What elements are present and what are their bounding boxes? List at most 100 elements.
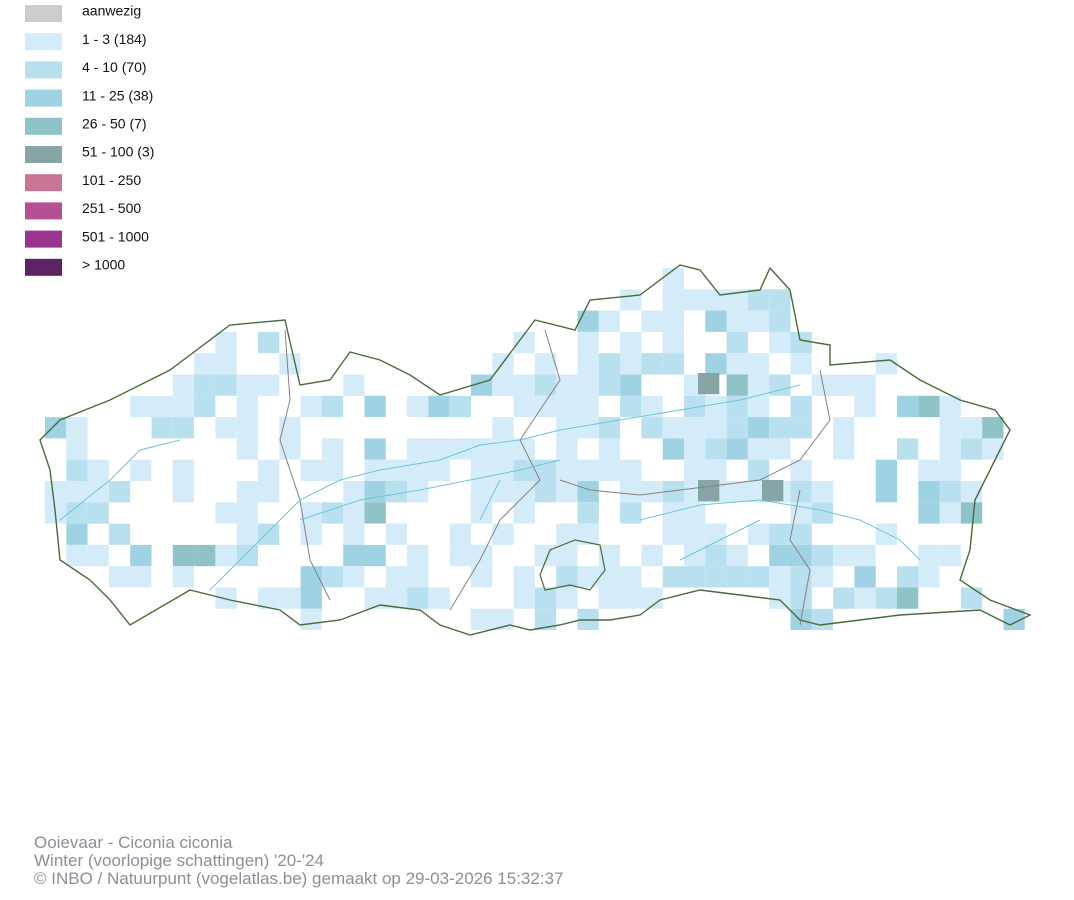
grid-cell: [513, 331, 535, 354]
grid-cell: [556, 523, 578, 545]
grid-cell: [897, 566, 919, 588]
grid-cell: [577, 374, 599, 396]
grid-cell: [598, 459, 621, 481]
grid-cell: [662, 353, 684, 375]
grid-cell: [172, 417, 195, 439]
grid-cell: [449, 523, 471, 545]
grid-cell: [790, 566, 812, 588]
grid-cell: [428, 438, 450, 460]
grid-cell: [407, 544, 429, 567]
grid-cell: [87, 502, 109, 524]
grid-cell: [215, 374, 237, 396]
grid-cell: [215, 417, 237, 439]
grid-cell: [620, 587, 642, 609]
grid-cell: [705, 417, 727, 439]
grid-cell: [577, 459, 599, 481]
grid-cell: [513, 587, 535, 609]
grid-cell: [726, 353, 748, 375]
grid-cell: [684, 438, 706, 460]
grid-cell: [215, 353, 237, 375]
grid-cell: [854, 395, 876, 418]
grid-cell: [960, 502, 983, 524]
grid-cell: [556, 481, 578, 503]
grid-cell: [258, 374, 280, 396]
grid-cell: [172, 395, 195, 418]
grid-cell: [577, 331, 599, 354]
grid-cell: [321, 566, 344, 588]
grid-cell: [939, 395, 961, 418]
grid-cell: [556, 459, 578, 481]
grid-cell: [854, 587, 876, 609]
grid-cell: [662, 481, 684, 503]
grid-cell: [130, 395, 152, 418]
grid-cell: [108, 523, 131, 545]
grid-cell: [236, 374, 258, 396]
grid-cell: [556, 438, 578, 460]
grid-cell: [385, 523, 408, 545]
grid-cell: [726, 417, 748, 439]
grid-cell: [684, 523, 706, 545]
grid-cell: [769, 310, 791, 332]
grid-cell: [513, 374, 535, 396]
grid-cell: [620, 481, 642, 503]
grid-cell: [811, 374, 834, 396]
grid-cell: [258, 481, 280, 503]
grid-cell: [236, 395, 258, 418]
grid-cell: [194, 395, 216, 418]
grid-cell: [833, 438, 855, 460]
grid-cell: [684, 459, 706, 481]
grid-cell: [747, 566, 770, 588]
footer-line: © INBO / Natuurpunt (vogelatlas.be) gema…: [34, 869, 564, 888]
grid-cell: [407, 481, 429, 503]
grid-cell: [194, 374, 216, 396]
grid-cell: [833, 374, 855, 396]
legend-swatch: [25, 117, 62, 135]
rivers: [59, 384, 921, 591]
grid-cell: [726, 310, 748, 332]
grid-cell: [875, 459, 897, 481]
footer-line: Ooievaar - Ciconia ciconia: [34, 833, 233, 852]
grid-cell: [982, 417, 1004, 439]
grid-cell: [662, 523, 684, 545]
grid-cell: [620, 502, 642, 524]
grid-cell: [598, 353, 621, 375]
grid-cell: [747, 417, 770, 439]
grid-cell: [45, 481, 67, 503]
grid-cell: [790, 587, 812, 609]
grid-cell: [662, 289, 684, 311]
grid-cell: [577, 523, 599, 545]
grid-cell: [598, 544, 621, 567]
grid-cell: [747, 395, 770, 418]
grid-cell: [492, 417, 514, 439]
grid-cell: [939, 459, 961, 481]
grid-cell: [385, 587, 408, 609]
grid-cell: [258, 459, 280, 481]
grid-cell: [279, 417, 301, 439]
grid-cell: [811, 566, 834, 588]
grid-cell: [236, 438, 258, 460]
grid-cell: [769, 523, 791, 545]
grid-cell: [513, 459, 535, 481]
grid-cell: [321, 502, 344, 524]
grid-cell: [577, 417, 599, 439]
grid-cell: [407, 566, 429, 588]
grid-cell: [534, 587, 557, 609]
grid-cell: [684, 417, 706, 439]
grid-cell: [300, 523, 322, 545]
legend-swatch: [25, 146, 62, 163]
grid-cell: [897, 587, 919, 609]
grid-cell: [66, 438, 88, 460]
grid-cell: [769, 417, 791, 439]
grid-cell: [684, 502, 706, 524]
grid-cell: [471, 459, 493, 481]
grid-cell: [534, 353, 557, 375]
grid-cell: [769, 544, 791, 567]
grid-cell: [66, 544, 88, 567]
grid-cell: [641, 395, 663, 418]
grid-cell: [897, 438, 919, 460]
grid-cell: [747, 374, 770, 396]
grid-cell: [492, 481, 514, 503]
grid-cell: [66, 523, 88, 545]
legend-swatch: [25, 258, 62, 276]
